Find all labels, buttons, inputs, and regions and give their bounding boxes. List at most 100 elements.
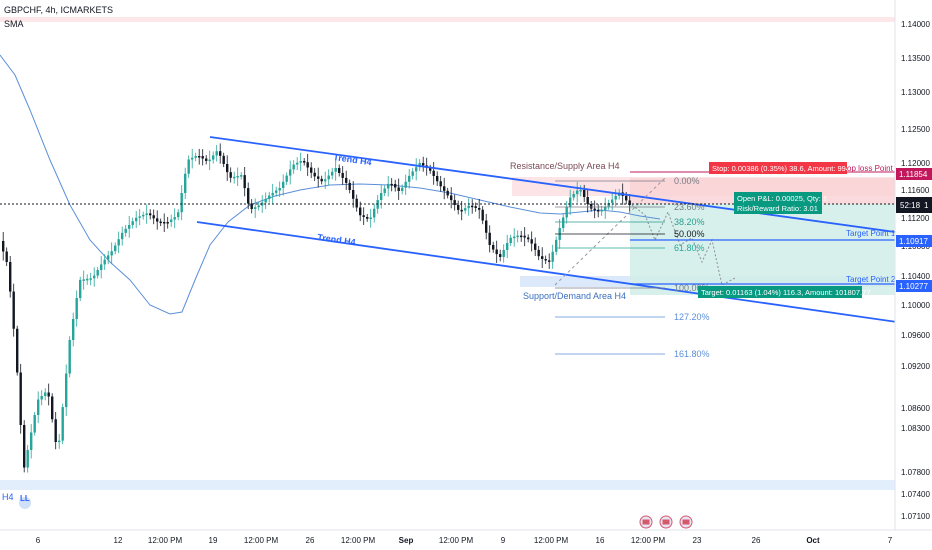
candle-body xyxy=(415,167,418,172)
candle-body xyxy=(310,167,313,173)
candle-body xyxy=(520,235,523,238)
price-axis[interactable] xyxy=(895,0,932,530)
candle-body xyxy=(628,200,631,205)
top-zone-band xyxy=(0,17,895,22)
time-tick-label: 12:00 PM xyxy=(148,536,183,545)
candle-body xyxy=(93,275,96,279)
fib-level-label: 127.20% xyxy=(674,312,710,322)
candle-body xyxy=(2,241,5,252)
candle-body xyxy=(548,260,551,262)
candle-body xyxy=(576,190,579,194)
candle-body xyxy=(362,215,365,217)
time-tick-label: 12:00 PM xyxy=(631,536,666,545)
current-price-badge-bg xyxy=(896,197,932,213)
stop-price-badge: 1.11854 xyxy=(899,170,928,179)
candle-body xyxy=(317,176,320,179)
candle-body xyxy=(229,172,232,178)
candle-body xyxy=(103,259,106,265)
candle-body xyxy=(541,256,544,259)
candle-body xyxy=(439,181,442,187)
candle-body xyxy=(471,205,474,208)
symbol-title[interactable]: GBPCHF, 4h, ICMARKETS xyxy=(4,5,114,15)
candle-body xyxy=(215,151,218,156)
fib-level-label: 38.20% xyxy=(674,217,705,227)
candle-body xyxy=(579,190,582,192)
candle-body xyxy=(495,249,498,255)
trend-h4-lower-label: Trend H4 xyxy=(317,232,357,247)
time-tick-label: Sep xyxy=(399,536,414,545)
time-tick-label: 23 xyxy=(693,536,702,545)
fib-level-label: 50.00% xyxy=(674,229,705,239)
candle-body xyxy=(460,209,463,212)
candle-body xyxy=(23,425,26,468)
h4-low-zone xyxy=(0,480,895,490)
candle-body xyxy=(191,157,194,160)
candle-body xyxy=(366,217,369,219)
candle-body xyxy=(222,155,225,164)
candle-body xyxy=(9,262,12,292)
price-tick-label: 1.09600 xyxy=(901,331,930,340)
price-tick-label: 1.13500 xyxy=(901,54,930,63)
h4-zone-label: H4 xyxy=(2,492,14,502)
candle-body xyxy=(135,217,138,222)
candle-body xyxy=(530,239,533,244)
time-axis[interactable] xyxy=(0,530,932,550)
candle-body xyxy=(467,205,470,209)
candle-body xyxy=(502,250,505,257)
candle-body xyxy=(544,259,547,261)
candle-body xyxy=(79,279,82,298)
candle-body xyxy=(614,196,617,200)
fib-trend-line[interactable] xyxy=(554,177,666,286)
candle-body xyxy=(128,225,131,229)
candle-body xyxy=(478,208,481,210)
candle-body xyxy=(51,396,54,420)
candle-body xyxy=(54,419,57,442)
candle-body xyxy=(324,179,327,182)
candle-body xyxy=(450,195,453,201)
candle-body xyxy=(334,168,337,172)
candle-body xyxy=(359,207,362,216)
candle-body xyxy=(47,392,50,397)
trend-channel-upper[interactable] xyxy=(209,136,896,233)
candle-body xyxy=(194,156,197,158)
candle-body xyxy=(177,212,180,218)
candle-body xyxy=(429,167,432,171)
candle-body xyxy=(107,255,110,260)
candle-body xyxy=(268,195,271,199)
indicator-sma-label[interactable]: SMA xyxy=(4,19,24,29)
time-tick-label: 26 xyxy=(752,536,761,545)
candle-body xyxy=(299,161,302,163)
candle-body xyxy=(145,213,148,215)
candle-body xyxy=(121,232,124,240)
candle-body xyxy=(327,175,330,180)
candle-body xyxy=(625,195,628,201)
candle-body xyxy=(464,208,467,211)
candle-body xyxy=(226,164,229,173)
trend-channel-lower[interactable] xyxy=(196,221,898,323)
candle-body xyxy=(72,319,75,340)
candle-body xyxy=(537,249,540,257)
candle-body xyxy=(593,208,596,211)
time-tick-label: 12:00 PM xyxy=(439,536,474,545)
candle-body xyxy=(180,193,183,213)
candle-body xyxy=(583,190,586,197)
price-tick-label: 1.07800 xyxy=(901,468,930,477)
candle-body xyxy=(173,217,176,220)
candle-body xyxy=(289,169,292,176)
candle-body xyxy=(275,190,278,193)
price-tick-label: 1.07100 xyxy=(901,512,930,521)
price-tick-label: 1.09200 xyxy=(901,362,930,371)
candle-body xyxy=(565,207,568,218)
candle-body xyxy=(432,170,435,176)
candle-body xyxy=(509,237,512,243)
candle-body xyxy=(506,243,509,250)
candle-body xyxy=(355,198,358,208)
candle-body xyxy=(156,218,159,222)
target-info-badge xyxy=(698,286,862,298)
candle-body xyxy=(306,162,309,168)
candle-body xyxy=(271,192,274,196)
candle-body xyxy=(264,199,267,203)
candle-body xyxy=(397,187,400,191)
